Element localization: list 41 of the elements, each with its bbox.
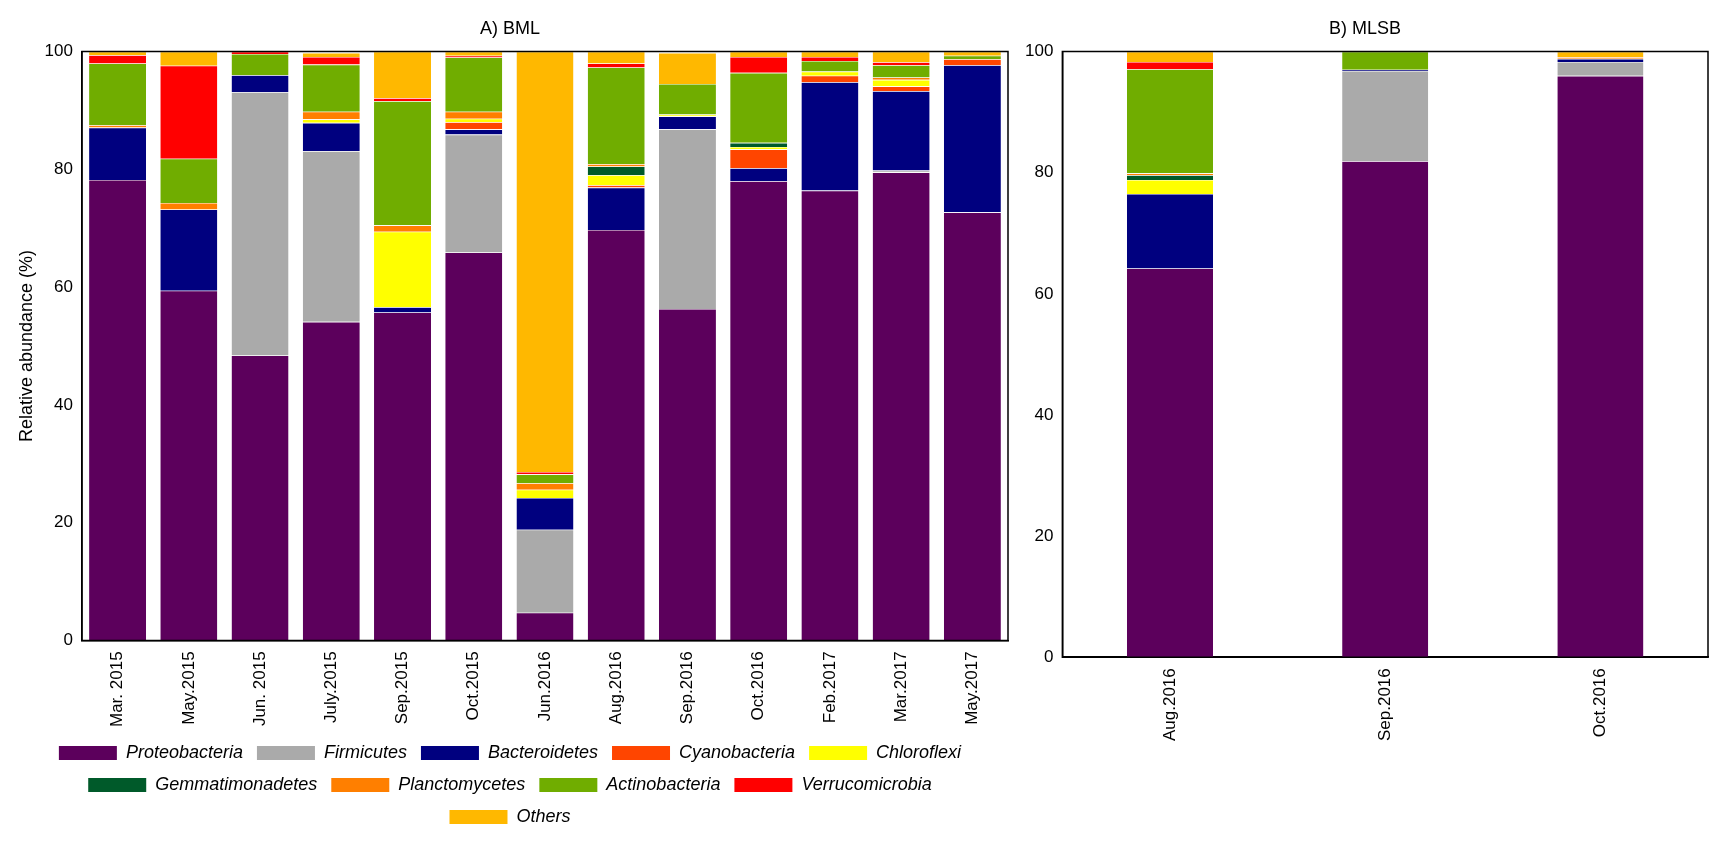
legend-label: Others — [516, 806, 571, 826]
legend-label: Gemmatimonadetes — [155, 774, 318, 794]
y-axis-title: Relative abundance (%) — [15, 249, 36, 443]
x-tick-label: May.2015 — [178, 651, 198, 725]
x-tick-label: Oct.2016 — [1590, 668, 1610, 738]
y-tick-label: 40 — [54, 394, 73, 414]
x-tick-label: Oct.2015 — [463, 651, 483, 721]
legend-label: Planctomycetes — [398, 774, 526, 794]
chart-title: B) MLSB — [1328, 17, 1402, 38]
x-tick-label: Sep.2015 — [392, 651, 412, 725]
legend-label: Verrucomicrobia — [801, 774, 932, 794]
y-tick-label: 100 — [44, 41, 73, 61]
x-tick-label: Mar. 2015 — [107, 651, 127, 728]
legend-label: Proteobacteria — [125, 742, 243, 762]
legend-label: Chloroflexi — [876, 742, 963, 762]
y-tick-label: 60 — [54, 276, 73, 296]
legend-label: Bacteroidetes — [487, 742, 599, 762]
x-tick-label: Mar.2017 — [890, 651, 910, 723]
legend-label: Actinobacteria — [605, 774, 721, 794]
x-tick-label: Feb.2017 — [819, 651, 839, 724]
y-tick-label: 40 — [1034, 404, 1054, 424]
y-tick-label: 20 — [1034, 525, 1054, 545]
y-tick-label: 60 — [1034, 283, 1054, 303]
x-tick-label: Sep.2016 — [1374, 668, 1394, 742]
x-tick-label: Oct.2016 — [748, 651, 768, 721]
y-tick-label: 0 — [63, 630, 73, 650]
x-tick-label: Jun. 2015 — [249, 651, 269, 727]
x-tick-label: May.2017 — [962, 651, 982, 725]
x-tick-label: Jun.2016 — [534, 651, 554, 722]
x-tick-label: July.2015 — [320, 651, 340, 723]
y-tick-label: 80 — [1034, 162, 1054, 182]
legend-label: Firmicutes — [323, 742, 407, 762]
y-tick-label: 80 — [54, 159, 73, 179]
y-tick-label: 0 — [1043, 646, 1054, 666]
legend-label: Cyanobacteria — [679, 742, 796, 762]
x-tick-label: Aug.2016 — [605, 651, 625, 725]
chart-title: A) BML — [479, 17, 541, 38]
y-tick-label: 20 — [54, 512, 73, 532]
x-tick-label: Sep.2016 — [677, 651, 697, 725]
y-tick-label: 100 — [1024, 41, 1054, 61]
x-tick-label: Aug.2016 — [1159, 668, 1179, 742]
